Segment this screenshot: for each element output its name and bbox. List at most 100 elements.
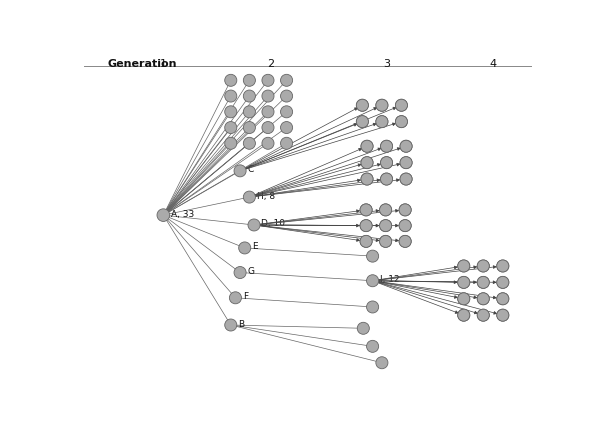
Ellipse shape <box>380 173 392 185</box>
Ellipse shape <box>380 140 392 152</box>
Ellipse shape <box>399 236 411 248</box>
Ellipse shape <box>262 74 274 86</box>
Text: Generation: Generation <box>107 59 177 69</box>
Ellipse shape <box>477 293 490 305</box>
Ellipse shape <box>281 137 293 149</box>
Ellipse shape <box>360 220 372 232</box>
Ellipse shape <box>477 309 490 321</box>
Ellipse shape <box>376 99 388 111</box>
Ellipse shape <box>400 173 412 185</box>
Ellipse shape <box>497 293 509 305</box>
Ellipse shape <box>497 276 509 288</box>
Ellipse shape <box>458 309 470 321</box>
Ellipse shape <box>244 191 256 203</box>
Ellipse shape <box>244 74 256 86</box>
Ellipse shape <box>229 292 241 304</box>
Ellipse shape <box>395 99 407 111</box>
Ellipse shape <box>376 99 388 111</box>
Ellipse shape <box>225 137 237 149</box>
Ellipse shape <box>458 260 470 272</box>
Ellipse shape <box>234 267 246 279</box>
Ellipse shape <box>399 236 411 248</box>
Ellipse shape <box>380 236 392 248</box>
Ellipse shape <box>380 220 392 232</box>
Ellipse shape <box>497 293 509 305</box>
Ellipse shape <box>281 106 293 118</box>
Ellipse shape <box>367 340 379 352</box>
Ellipse shape <box>281 74 293 86</box>
Ellipse shape <box>399 204 411 216</box>
Ellipse shape <box>360 236 372 248</box>
Ellipse shape <box>225 319 237 331</box>
Ellipse shape <box>395 115 407 128</box>
Ellipse shape <box>380 236 392 248</box>
Ellipse shape <box>367 250 379 262</box>
Ellipse shape <box>400 140 412 152</box>
Text: 2: 2 <box>267 59 274 69</box>
Ellipse shape <box>356 99 368 111</box>
Ellipse shape <box>239 242 251 254</box>
Ellipse shape <box>497 260 509 272</box>
Text: I, 12: I, 12 <box>380 275 400 284</box>
Ellipse shape <box>225 90 237 102</box>
Ellipse shape <box>234 165 246 177</box>
Ellipse shape <box>376 115 388 128</box>
Ellipse shape <box>497 309 509 321</box>
Ellipse shape <box>360 204 372 216</box>
Ellipse shape <box>356 115 368 128</box>
Text: G: G <box>248 267 254 276</box>
Ellipse shape <box>380 157 392 169</box>
Ellipse shape <box>360 236 372 248</box>
Text: A, 33: A, 33 <box>171 210 194 219</box>
Ellipse shape <box>157 209 170 222</box>
Ellipse shape <box>497 276 509 288</box>
Ellipse shape <box>361 140 373 152</box>
Ellipse shape <box>477 276 490 288</box>
Ellipse shape <box>262 106 274 118</box>
Ellipse shape <box>244 90 256 102</box>
Ellipse shape <box>458 293 470 305</box>
Ellipse shape <box>400 140 412 152</box>
Ellipse shape <box>477 293 490 305</box>
Text: H, 8: H, 8 <box>257 192 275 201</box>
Ellipse shape <box>225 121 237 134</box>
Ellipse shape <box>477 260 490 272</box>
Ellipse shape <box>367 301 379 313</box>
Ellipse shape <box>360 204 372 216</box>
Ellipse shape <box>380 157 392 169</box>
Text: 3: 3 <box>383 59 390 69</box>
Ellipse shape <box>356 99 368 111</box>
Ellipse shape <box>360 220 372 232</box>
Ellipse shape <box>262 137 274 149</box>
Ellipse shape <box>244 121 256 134</box>
Ellipse shape <box>367 275 379 287</box>
Ellipse shape <box>400 173 412 185</box>
Ellipse shape <box>376 115 388 128</box>
Ellipse shape <box>477 276 490 288</box>
Ellipse shape <box>458 276 470 288</box>
Ellipse shape <box>244 106 256 118</box>
Ellipse shape <box>225 74 237 86</box>
Ellipse shape <box>458 309 470 321</box>
Ellipse shape <box>281 90 293 102</box>
Ellipse shape <box>400 157 412 169</box>
Ellipse shape <box>376 357 388 369</box>
Ellipse shape <box>225 106 237 118</box>
Ellipse shape <box>477 309 490 321</box>
Ellipse shape <box>497 260 509 272</box>
Text: 4: 4 <box>490 59 497 69</box>
Text: E: E <box>252 242 258 251</box>
Ellipse shape <box>458 276 470 288</box>
Ellipse shape <box>395 99 407 111</box>
Ellipse shape <box>395 115 407 128</box>
Ellipse shape <box>262 121 274 134</box>
Ellipse shape <box>361 173 373 185</box>
Ellipse shape <box>399 220 411 232</box>
Text: D, 10: D, 10 <box>262 219 286 228</box>
Ellipse shape <box>497 309 509 321</box>
Ellipse shape <box>380 204 392 216</box>
Ellipse shape <box>361 157 373 169</box>
Ellipse shape <box>399 204 411 216</box>
Ellipse shape <box>361 140 373 152</box>
Ellipse shape <box>458 293 470 305</box>
